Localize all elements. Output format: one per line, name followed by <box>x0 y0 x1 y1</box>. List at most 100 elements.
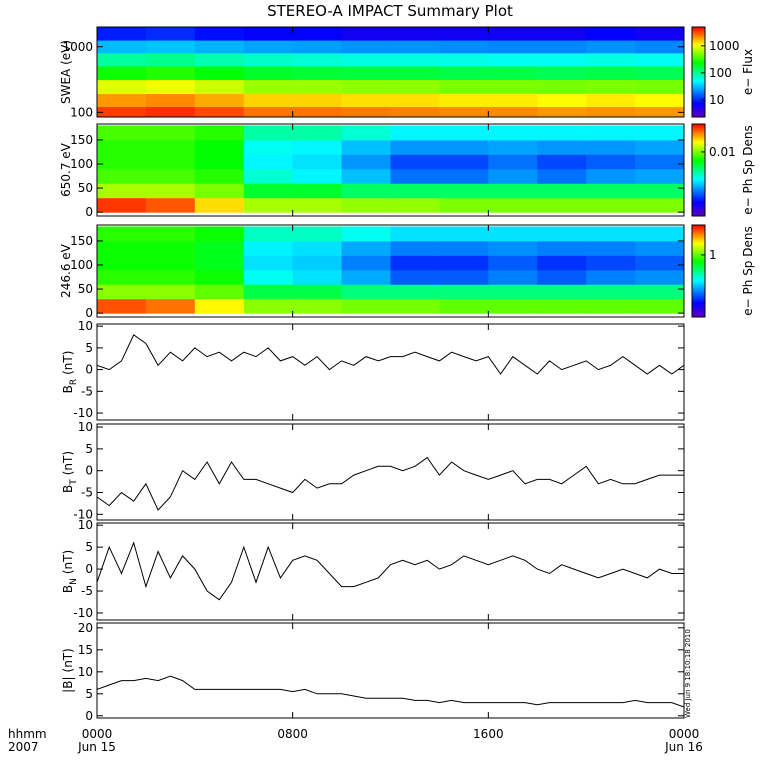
y-axis-label: SWEA (eV) <box>59 40 73 104</box>
plot-title: STEREO-A IMPACT Summary Plot <box>267 2 513 20</box>
field-line <box>97 675 684 708</box>
spectrogram-cell <box>439 284 489 300</box>
spectrogram-cell <box>390 183 440 199</box>
y-tick-label: 100 <box>70 258 93 272</box>
spectrogram-cell <box>97 52 147 67</box>
spectrogram-cell <box>390 226 440 242</box>
colorbar-label: e− Ph Sp Dens <box>741 125 755 214</box>
spectrogram-cell <box>145 40 196 54</box>
spectrogram-cell <box>145 183 196 199</box>
y-axis-label: BR (nT) <box>61 351 79 394</box>
spectrogram-cell <box>488 65 538 81</box>
y-label-unit: (nT) <box>61 351 75 375</box>
spectrogram-cell <box>243 255 294 271</box>
spectrogram-cell <box>97 93 147 108</box>
spectrogram-cell <box>292 139 343 155</box>
spectrogram-cell <box>390 27 440 41</box>
spectrogram-cell <box>292 27 343 41</box>
spectrogram-cell <box>194 269 245 285</box>
panel <box>97 456 684 511</box>
spectrogram-cell <box>341 168 391 184</box>
spectrogram-cell <box>488 40 538 54</box>
x-tick-label: 0000 <box>82 727 113 741</box>
spectrogram-cell <box>586 168 636 184</box>
spectrogram-cell <box>341 183 391 199</box>
spectrogram-cell <box>292 65 343 81</box>
y-axis-label: BT (nT) <box>61 451 79 493</box>
x-tick-label: 1600 <box>473 727 504 741</box>
spectrogram-cell <box>341 197 391 213</box>
spectrogram-cell <box>97 168 147 184</box>
colorbar <box>691 123 706 217</box>
spectrogram-cell <box>341 65 391 81</box>
spectrogram-cell <box>243 298 294 314</box>
spectrogram-cell <box>635 52 684 67</box>
spectrogram-cell <box>586 284 636 300</box>
spectrogram-cell <box>390 284 440 300</box>
spectrogram-cell <box>635 298 684 314</box>
spectrogram-cell <box>635 255 684 271</box>
y-label-unit: (nT) <box>61 550 75 574</box>
y-label-symbol: B <box>61 385 75 393</box>
spectrogram-cell <box>537 168 587 184</box>
spectrogram-cell <box>488 226 538 242</box>
spectrogram-cell <box>341 255 391 271</box>
y-tick-label: 50 <box>78 282 93 296</box>
spectrogram-cell <box>439 226 489 242</box>
spectrogram-cell <box>635 183 684 199</box>
spectrogram-cell <box>194 240 245 256</box>
spectrogram-cell <box>145 269 196 285</box>
spectrogram-cell <box>194 298 245 314</box>
spectrogram-cell <box>97 226 147 242</box>
spectrogram-cell <box>439 65 489 81</box>
spectrogram-cell <box>537 269 587 285</box>
spectrogram-cell <box>194 197 245 213</box>
spectrogram-cell <box>488 139 538 155</box>
y-tick-label: 0 <box>85 363 93 377</box>
spectrogram-cell <box>243 27 294 41</box>
spectrogram-cell <box>488 183 538 199</box>
spectrogram-cell <box>390 255 440 271</box>
spectrogram-cell <box>97 240 147 256</box>
year-label: 2007 <box>8 740 39 754</box>
spectrogram-cell <box>635 168 684 184</box>
y-axis-label: |B| (nT) <box>61 648 75 693</box>
spectrogram-cell <box>537 240 587 256</box>
y-tick-label: 10 <box>78 420 93 434</box>
spectrogram-cell <box>145 79 196 95</box>
y-tick-label: -5 <box>81 584 93 598</box>
spectrogram-cell <box>243 168 294 184</box>
y-tick-label: 0 <box>85 464 93 478</box>
panel-frame <box>96 423 685 521</box>
spectrogram-cell <box>488 93 538 108</box>
spectrogram-cell <box>586 93 636 108</box>
spectrogram-cell <box>194 106 245 117</box>
panel <box>97 675 684 708</box>
spectrogram-cell <box>439 183 489 199</box>
spectrogram-cell <box>439 240 489 256</box>
spectrogram-cell <box>586 106 636 117</box>
spectrogram-cell <box>488 255 538 271</box>
spectrogram-cell <box>194 93 245 108</box>
panel-frame <box>96 26 685 118</box>
field-line <box>97 334 684 375</box>
y-tick-label: -10 <box>73 606 93 620</box>
spectrogram-cell <box>145 27 196 41</box>
spectrogram-cell <box>341 284 391 300</box>
spectrogram-cell <box>194 125 245 141</box>
spectrogram-cell <box>537 226 587 242</box>
spectrogram-cell <box>635 65 684 81</box>
spectrogram-cell <box>439 79 489 95</box>
spectrogram-cell <box>635 269 684 285</box>
spectrogram-cell <box>586 197 636 213</box>
y-tick-label: 5 <box>85 540 93 554</box>
spectrogram-cell <box>586 27 636 41</box>
spectrogram-cell <box>97 255 147 271</box>
spectrogram-cell <box>635 27 684 41</box>
spectrogram-cell <box>243 197 294 213</box>
spectrogram-cell <box>537 197 587 213</box>
spectrogram-cell <box>145 139 196 155</box>
spectrogram-cell <box>341 79 391 95</box>
spectrogram-cell <box>194 226 245 242</box>
